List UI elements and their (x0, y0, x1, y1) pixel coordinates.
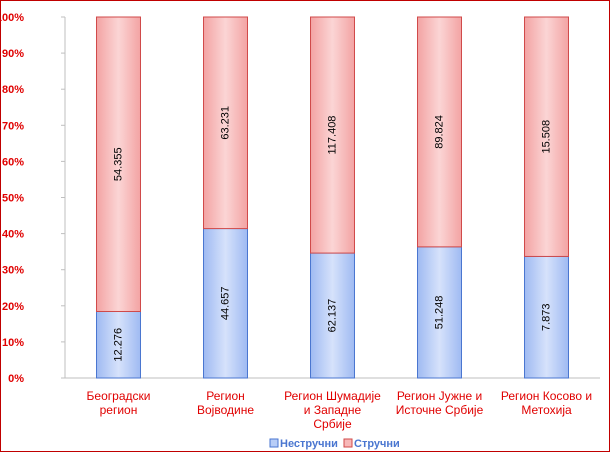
x-category-label: Србије (313, 417, 352, 431)
bar-segment-nestrucni (417, 246, 462, 379)
x-category-label: Регион Шумадије (284, 389, 381, 403)
bar-segment-nestrucni (310, 252, 355, 379)
y-tick-label: 30% (2, 265, 24, 277)
legend-label: Нестручни (280, 438, 338, 450)
data-label: 54.355 (112, 147, 124, 181)
y-tick-label: 10% (2, 337, 24, 349)
data-label: 7.873 (540, 303, 552, 331)
x-category-label: и Западне (304, 403, 362, 417)
bar-segment-strucni (203, 16, 248, 230)
x-category-label: Регион Јужне и (397, 389, 482, 403)
x-category-label: Источне Србије (396, 403, 484, 417)
bar-segment-nestrucni (96, 310, 141, 379)
y-tick-label: 90% (2, 48, 24, 60)
legend-swatch (269, 438, 279, 448)
x-category-label: Регион (206, 389, 245, 403)
y-tick-label: 50% (2, 193, 24, 205)
x-category-label: Војводине (197, 403, 254, 417)
y-tick-label: 20% (2, 301, 24, 313)
data-label: 117.408 (326, 116, 338, 155)
bar-segment-nestrucni (524, 255, 569, 379)
bar-segment-nestrucni (203, 228, 248, 379)
x-category-label: Метохија (521, 403, 572, 417)
y-tick-label: 70% (2, 120, 24, 132)
data-label: 51.248 (433, 296, 445, 330)
y-tick-label: 0% (8, 373, 24, 385)
x-category-label: Регион Косово и (501, 389, 592, 403)
bar-segment-strucni (96, 16, 141, 312)
data-label: 62.137 (326, 299, 338, 333)
data-label: 15.508 (540, 120, 552, 154)
bar-segment-strucni (524, 16, 569, 257)
bar-segment-strucni (417, 16, 462, 248)
legend-swatch (343, 438, 353, 448)
legend-label: Стручни (354, 438, 400, 450)
y-tick-label: 100% (0, 12, 24, 24)
data-label: 63.231 (219, 106, 231, 140)
data-label: 12.276 (112, 328, 124, 362)
y-tick-label: 60% (2, 156, 24, 168)
bar-segment-strucni (310, 16, 355, 254)
data-label: 89.824 (433, 115, 445, 149)
x-category-label: Београдски (87, 389, 151, 403)
y-tick-label: 80% (2, 84, 24, 96)
data-label: 44.657 (219, 286, 231, 320)
x-category-label: регион (100, 403, 138, 417)
y-tick-label: 40% (2, 229, 24, 241)
